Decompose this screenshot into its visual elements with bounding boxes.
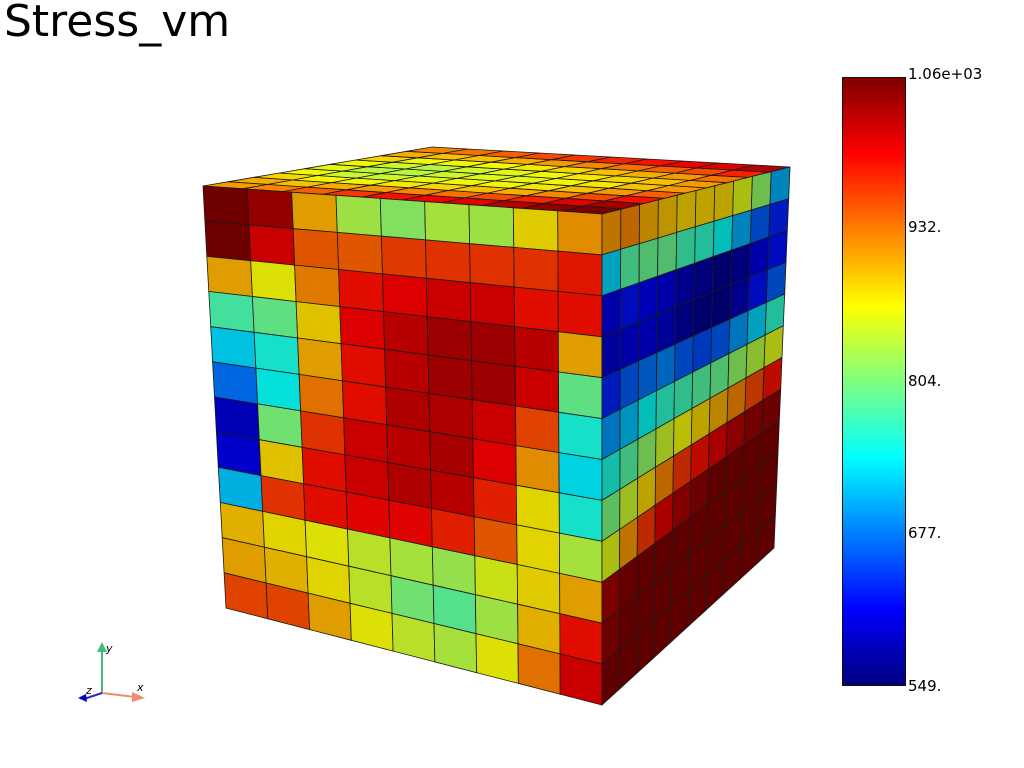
front-face-cell <box>341 380 388 426</box>
front-face-cell <box>428 392 474 440</box>
front-face-cell <box>557 331 603 379</box>
side-face-cell <box>638 237 659 284</box>
z-axis-label: z <box>85 684 92 697</box>
orientation-axes-triad: y x z <box>78 642 145 702</box>
front-face-cell <box>338 269 384 313</box>
front-face-cell <box>297 337 343 382</box>
side-face-cell <box>620 204 641 250</box>
colorbar-tick-label: 677. <box>908 524 942 542</box>
front-face-cell <box>515 405 560 454</box>
front-face-cell <box>339 306 386 350</box>
front-face-cell <box>340 343 387 388</box>
z-axis-arrowhead <box>78 694 87 702</box>
side-face-cell <box>713 180 735 222</box>
cube-front-face <box>202 185 603 706</box>
front-face-cell <box>424 201 471 245</box>
front-face-cell <box>557 290 603 338</box>
side-face-cell <box>657 231 678 277</box>
front-face-cell <box>335 194 382 237</box>
front-face-cell <box>514 326 559 373</box>
side-face-cell <box>756 515 776 565</box>
front-face-cell <box>427 354 473 401</box>
front-face-cell <box>514 365 560 413</box>
side-face-cell <box>676 189 697 233</box>
front-face-cell <box>204 220 252 262</box>
front-face-cell <box>469 243 515 288</box>
side-face-cell <box>657 194 678 239</box>
front-face-cell <box>250 260 297 303</box>
colorbar-min-label: 549. <box>908 677 942 695</box>
x-axis-label: x <box>136 681 144 694</box>
front-face-cell <box>292 228 340 270</box>
colorbar-tick-label: 932. <box>908 218 942 236</box>
front-face-cell <box>382 273 428 318</box>
front-face-cell <box>208 291 255 333</box>
front-face-cell <box>383 311 429 356</box>
front-face-cell <box>295 301 342 345</box>
front-face-cell <box>557 250 603 297</box>
cube-top-face <box>202 146 791 215</box>
front-face-cell <box>384 348 430 394</box>
front-face-cell <box>385 386 431 433</box>
y-axis-arrowhead <box>97 642 107 652</box>
colorbar-gradient <box>842 77 906 686</box>
front-face-cell <box>253 331 300 375</box>
y-axis-label: y <box>105 642 113 655</box>
front-face-cell <box>512 207 559 252</box>
front-face-cell <box>558 452 603 501</box>
front-face-cell <box>471 360 516 407</box>
front-face-cell <box>557 210 603 256</box>
side-face-cell <box>638 199 659 245</box>
side-face-cell <box>601 208 622 256</box>
front-face-cell <box>513 246 559 292</box>
side-face-cell <box>601 248 622 297</box>
side-face-cell <box>620 243 640 290</box>
front-face-cell <box>425 239 471 284</box>
side-face-cell <box>769 166 791 205</box>
front-face-cell <box>468 204 515 248</box>
front-face-cell <box>202 185 250 226</box>
side-face-cell <box>619 282 640 330</box>
front-face-cell <box>379 197 426 241</box>
front-face-cell <box>515 445 560 494</box>
front-face-cell <box>471 399 517 447</box>
front-face-cell <box>380 235 427 279</box>
front-face-cell <box>426 316 473 362</box>
front-face-cell <box>472 438 517 486</box>
front-face-cell <box>558 371 603 420</box>
front-face-cell <box>251 296 299 339</box>
front-face-cell <box>210 326 257 369</box>
side-face-cell <box>732 175 753 217</box>
x-axis-arrowhead <box>132 692 145 702</box>
side-face-cell <box>675 226 696 271</box>
side-face-cell <box>694 220 715 264</box>
front-face-cell <box>248 224 296 266</box>
cube-side-face <box>601 166 791 706</box>
front-face-cell <box>336 231 383 275</box>
front-face-cell <box>425 277 472 323</box>
side-face-cell <box>694 185 716 228</box>
side-face-cell <box>750 171 772 211</box>
plot-title: Stress_vm <box>4 0 231 47</box>
front-face-cell <box>298 373 345 419</box>
z-axis-line <box>83 692 103 700</box>
colorbar-tick-label: 804. <box>908 372 942 390</box>
front-face-cell <box>206 255 253 297</box>
side-face-cell <box>601 288 621 338</box>
front-face-cell <box>558 411 603 460</box>
front-face-cell <box>513 286 559 333</box>
front-face-cell <box>291 191 338 233</box>
front-face-cell <box>246 188 294 230</box>
colorbar-max-label: 1.06e+03 <box>908 65 983 83</box>
front-face-cell <box>469 282 516 328</box>
x-axis-line <box>101 692 136 698</box>
front-face-cell <box>294 264 341 308</box>
front-face-cell <box>470 321 516 367</box>
